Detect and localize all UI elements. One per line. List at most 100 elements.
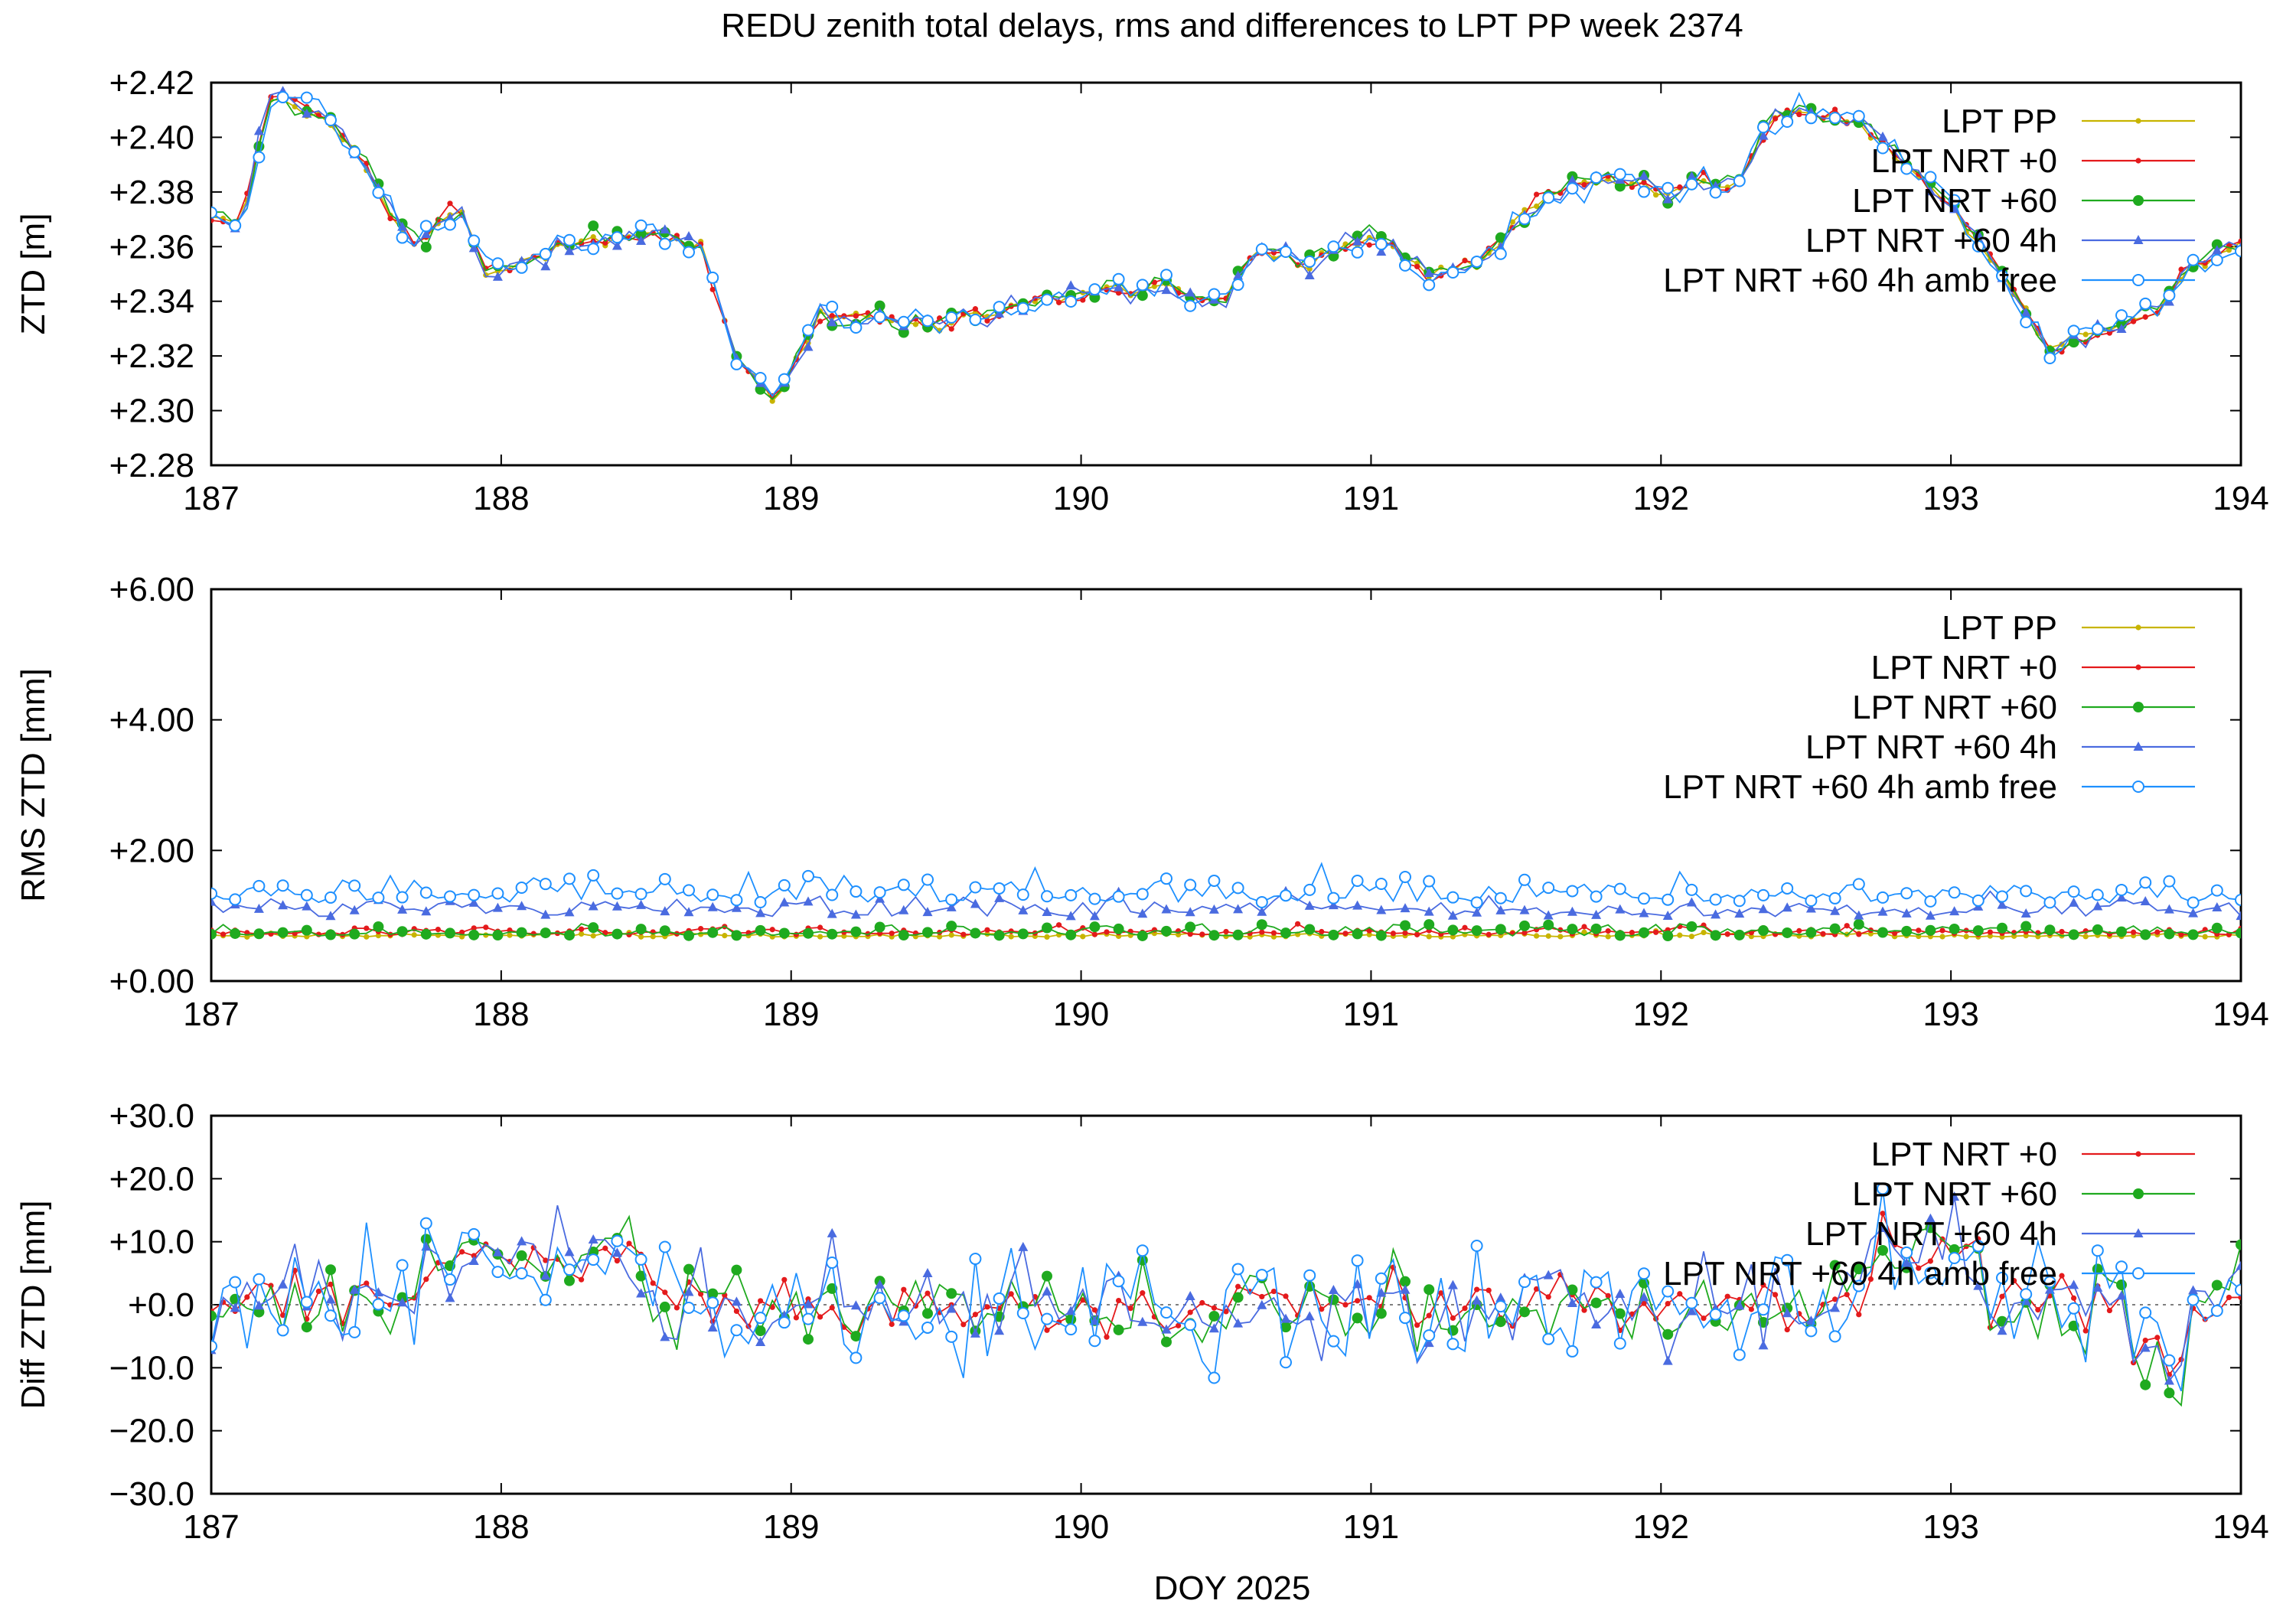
- data-point-lpt-nrt-60-4h-amb-free: [897, 1309, 910, 1322]
- data-point-lpt-nrt-60-4h-amb-free: [300, 91, 313, 104]
- data-point-lpt-nrt-60-4h: [564, 246, 575, 256]
- legend-label: LPT NRT +0: [1871, 142, 2057, 180]
- legend-label: LPT NRT +60: [1852, 1175, 2057, 1213]
- x-tick-label: 189: [763, 480, 819, 517]
- data-point-lpt-pp: [1521, 207, 1528, 213]
- data-point-lpt-nrt-60-4h: [564, 907, 575, 917]
- data-point-lpt-nrt-0: [901, 1286, 907, 1292]
- data-point-lpt-nrt-0: [1319, 928, 1325, 935]
- data-point-lpt-nrt-60: [1042, 922, 1052, 934]
- data-point-lpt-nrt-60: [396, 926, 408, 937]
- data-point-lpt-nrt-60-4h-amb-free: [1662, 181, 1675, 194]
- data-point-lpt-nrt-60: [1733, 929, 1745, 940]
- data-point-lpt-nrt-60-4h: [445, 1292, 455, 1302]
- data-point-lpt-nrt-60-4h-amb-free: [1685, 1296, 1698, 1309]
- data-point-lpt-nrt-60-4h: [683, 1286, 694, 1296]
- data-point-lpt-nrt-60-4h-amb-free: [2187, 1293, 2200, 1306]
- data-point-lpt-nrt-60-4h-amb-free: [850, 1351, 863, 1364]
- y-tick-label: +20.0: [109, 1160, 194, 1198]
- data-point-lpt-nrt-0: [1796, 111, 1802, 118]
- legend-label: LPT NRT +60 4h amb free: [1663, 1255, 2057, 1292]
- data-point-lpt-nrt-60-4h-amb-free: [1542, 191, 1555, 204]
- data-point-lpt-nrt-0: [984, 318, 990, 324]
- data-point-lpt-nrt-60-4h: [803, 1299, 814, 1309]
- data-point-lpt-nrt-0: [1116, 1297, 1122, 1304]
- data-point-lpt-nrt-60-4h: [1304, 269, 1315, 279]
- data-point-lpt-nrt-60: [1375, 930, 1387, 941]
- data-point-lpt-nrt-60-4h-amb-free: [1184, 878, 1197, 892]
- data-point-lpt-nrt-60-4h: [517, 901, 527, 911]
- data-point-lpt-nrt-60-4h: [1567, 1298, 1577, 1308]
- data-point-lpt-nrt-60-4h: [325, 911, 336, 921]
- data-point-lpt-pp: [1963, 934, 1969, 940]
- data-point-lpt-nrt-60-4h-amb-free: [1924, 1266, 1937, 1279]
- data-point-lpt-nrt-60: [1400, 1276, 1411, 1287]
- data-point-lpt-nrt-0: [2154, 1335, 2161, 1341]
- data-point-lpt-nrt-60: [1662, 931, 1674, 942]
- data-point-lpt-nrt-60-4h-amb-free: [2115, 883, 2128, 896]
- data-point-lpt-nrt-60-4h: [1639, 908, 1649, 918]
- data-point-lpt-nrt-60-4h-amb-free: [491, 887, 504, 900]
- data-point-lpt-nrt-60: [1614, 930, 1626, 941]
- data-point-lpt-nrt-60-4h: [755, 1336, 766, 1346]
- data-point-lpt-nrt-60-4h-amb-free: [1828, 112, 1841, 125]
- data-point-lpt-nrt-0: [817, 318, 823, 324]
- data-point-lpt-nrt-0: [543, 1257, 549, 1263]
- data-point-lpt-nrt-60-4h-amb-free: [730, 357, 743, 370]
- data-point-lpt-nrt-0: [1916, 927, 1922, 934]
- data-point-lpt-nrt-0: [817, 924, 823, 931]
- data-point-lpt-nrt-60-4h: [1424, 1338, 1434, 1348]
- data-point-lpt-nrt-60-4h-amb-free: [1231, 1263, 1244, 1276]
- data-point-lpt-nrt-60-4h-amb-free: [587, 869, 600, 882]
- data-point-lpt-nrt-0: [781, 1276, 788, 1283]
- data-point-lpt-nrt-60-4h-amb-free: [826, 300, 839, 313]
- data-point-lpt-nrt-60-4h-amb-free: [515, 1266, 528, 1279]
- data-point-lpt-nrt-60-4h-amb-free: [1805, 112, 1818, 125]
- data-point-lpt-nrt-0: [1557, 927, 1564, 933]
- data-point-lpt-nrt-60-4h-amb-free: [611, 887, 624, 900]
- data-point-lpt-pp: [590, 234, 596, 240]
- data-point-lpt-nrt-0: [1390, 931, 1396, 937]
- legend-swatch-marker: [2135, 118, 2141, 124]
- data-point-lpt-nrt-60-4h: [2116, 1290, 2127, 1300]
- data-point-lpt-nrt-0: [602, 240, 608, 246]
- legend-swatch-marker: [2132, 274, 2144, 286]
- data-point-lpt-nrt-60-4h: [1925, 910, 1936, 920]
- legend-label: LPT PP: [1942, 103, 2057, 140]
- y-tick-label: +2.38: [109, 174, 194, 211]
- data-point-lpt-pp: [1545, 933, 1551, 939]
- data-point-lpt-nrt-60-4h: [325, 1294, 336, 1304]
- x-tick-label: 189: [763, 1508, 819, 1546]
- data-point-lpt-nrt-60: [1352, 928, 1363, 940]
- data-point-lpt-nrt-60-4h-amb-free: [372, 892, 385, 905]
- data-point-lpt-nrt-60-4h: [349, 905, 360, 914]
- data-point-lpt-nrt-0: [829, 1305, 835, 1311]
- data-point-lpt-nrt-60-4h: [1137, 908, 1148, 918]
- x-tick-label: 191: [1343, 1508, 1399, 1546]
- x-tick-label: 188: [473, 480, 529, 517]
- data-point-lpt-nrt-0: [1832, 1296, 1838, 1302]
- data-point-lpt-nrt-60-4h: [1400, 1284, 1411, 1294]
- data-point-lpt-nrt-60-4h-amb-free: [802, 869, 814, 882]
- data-point-lpt-nrt-60-4h-amb-free: [325, 114, 337, 127]
- data-point-lpt-nrt-0: [1414, 263, 1420, 269]
- data-point-lpt-nrt-60-4h-amb-free: [1971, 240, 1985, 253]
- data-point-lpt-nrt-0: [1056, 299, 1062, 305]
- data-point-lpt-nrt-60-4h-amb-free: [444, 890, 456, 903]
- y-tick-label: +2.40: [109, 119, 194, 156]
- data-point-lpt-nrt-60-4h-amb-free: [300, 888, 313, 901]
- data-point-lpt-nrt-60: [898, 930, 909, 941]
- data-point-lpt-nrt-60-4h-amb-free: [2210, 884, 2223, 897]
- data-point-lpt-nrt-60-4h: [253, 125, 264, 135]
- y-tick-label: +2.30: [109, 393, 194, 430]
- data-point-lpt-nrt-60-4h-amb-free: [1877, 142, 1889, 155]
- data-point-lpt-nrt-0: [1844, 923, 1850, 929]
- data-point-lpt-nrt-60-4h: [2069, 1279, 2079, 1289]
- data-point-lpt-nrt-0: [1056, 922, 1062, 928]
- data-point-lpt-nrt-60: [612, 928, 623, 940]
- data-point-lpt-nrt-60-4h-amb-free: [1470, 255, 1483, 268]
- data-point-lpt-nrt-60-4h: [1877, 906, 1888, 916]
- data-point-lpt-pp: [483, 932, 489, 938]
- data-point-lpt-nrt-60-4h: [922, 1268, 933, 1278]
